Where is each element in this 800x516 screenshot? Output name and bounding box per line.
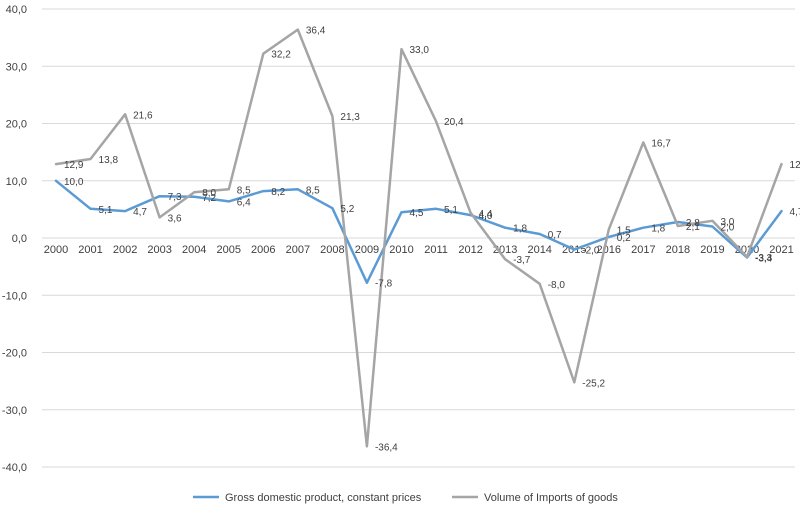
legend-label: Gross domestic product, constant prices xyxy=(225,492,422,504)
y-tick-label: 40,0 xyxy=(6,4,27,16)
x-tick-label: 2001 xyxy=(78,244,102,256)
data-label: 36,4 xyxy=(306,26,326,37)
data-label: 4,4 xyxy=(479,209,493,220)
data-label: 0,7 xyxy=(548,230,562,241)
data-label: 2,0 xyxy=(720,223,734,234)
y-tick-label: -30,0 xyxy=(2,405,27,417)
data-label: 5,2 xyxy=(340,204,354,215)
data-label: 7,2 xyxy=(202,193,216,204)
data-label: 8,5 xyxy=(237,185,251,196)
data-label: 5,1 xyxy=(444,205,458,216)
data-label: 5,1 xyxy=(99,205,113,216)
x-tick-label: 2018 xyxy=(666,244,690,256)
y-tick-label: 20,0 xyxy=(6,119,27,131)
data-label: 6,4 xyxy=(237,197,251,208)
data-label: 8,5 xyxy=(306,185,320,196)
x-tick-label: 2010 xyxy=(389,244,413,256)
data-label: 12,9 xyxy=(64,160,84,171)
data-label: 12,9 xyxy=(790,160,800,171)
series-line-gdp xyxy=(54,179,783,284)
data-label: 4,7 xyxy=(790,207,800,218)
y-tick-label: 0,0 xyxy=(12,233,27,245)
x-tick-label: 2008 xyxy=(320,244,344,256)
data-labels: 10,0 5,1 4,7 7,3 7,2 6,4 8,2 8,5 5,2 -7,8 4,5 5,1 4,… xyxy=(64,26,800,454)
data-label: 21,6 xyxy=(133,110,153,121)
series-line-imports xyxy=(54,28,783,448)
data-label: 4,0 xyxy=(479,211,493,222)
data-label: 2,8 xyxy=(686,218,700,229)
data-label: 8,2 xyxy=(271,187,285,198)
legend: Gross domestic product, constant prices V… xyxy=(193,492,618,504)
legend-label: Volume of Imports of goods xyxy=(484,492,618,504)
x-tick-label: 2012 xyxy=(458,244,482,256)
data-label: -3,4 xyxy=(755,253,773,264)
data-label: 33,0 xyxy=(410,45,430,56)
x-tick-label: 2019 xyxy=(700,244,724,256)
data-label: 3,0 xyxy=(720,217,734,228)
data-label: 10,0 xyxy=(64,177,84,188)
data-label: 4,7 xyxy=(133,207,147,218)
data-label: 13,8 xyxy=(99,155,119,166)
data-label: 21,3 xyxy=(340,112,360,123)
data-label: 8,0 xyxy=(202,188,216,199)
data-label: -3,7 xyxy=(513,255,531,266)
x-tick-label: 2000 xyxy=(44,244,68,256)
data-label: -8,0 xyxy=(548,280,566,291)
x-tick-label: 2003 xyxy=(147,244,171,256)
gridlines xyxy=(42,8,795,468)
y-tick-label: 30,0 xyxy=(6,61,27,73)
y-tick-label: -40,0 xyxy=(2,462,27,474)
y-tick-label: -10,0 xyxy=(2,290,27,302)
data-label: 4,5 xyxy=(410,208,424,219)
x-tick-label: 2016 xyxy=(597,244,621,256)
x-tick-label: 2021 xyxy=(769,244,793,256)
data-label: 1,8 xyxy=(513,224,527,235)
data-label: 20,4 xyxy=(444,117,464,128)
data-label: 16,7 xyxy=(651,138,671,149)
data-label: 0,2 xyxy=(617,233,631,244)
data-label: -7,8 xyxy=(375,279,393,290)
x-tick-label: 2014 xyxy=(527,244,551,256)
x-tick-label: 2009 xyxy=(355,244,379,256)
x-tick-label: 2004 xyxy=(182,244,206,256)
x-tick-label: 2002 xyxy=(113,244,137,256)
y-axis-ticks: 40,0 30,0 20,0 10,0 0,0 -10,0 -20,0 -30,0 -40,0 xyxy=(2,4,27,474)
x-tick-label: 2005 xyxy=(217,244,241,256)
data-label: 1,5 xyxy=(617,225,631,236)
x-tick-label: 2017 xyxy=(631,244,655,256)
data-label: 32,2 xyxy=(271,50,291,61)
data-label: 2,1 xyxy=(686,222,700,233)
data-label: -25,2 xyxy=(582,378,605,389)
x-tick-label: 2007 xyxy=(286,244,310,256)
data-label: 3,6 xyxy=(168,213,182,224)
x-tick-label: 2006 xyxy=(251,244,275,256)
data-label: -3,3 xyxy=(755,253,773,264)
series-lines xyxy=(54,28,783,448)
data-label: 7,3 xyxy=(168,192,182,203)
data-label: 1,8 xyxy=(651,224,665,235)
data-label: -36,4 xyxy=(375,442,398,453)
x-tick-label: 2011 xyxy=(424,244,448,256)
y-tick-label: -20,0 xyxy=(2,348,27,360)
x-axis-ticks: 2000 2001 2002 2003 2004 2005 2006 2007 2008 2009… xyxy=(44,244,794,256)
y-tick-label: 10,0 xyxy=(6,176,27,188)
data-label: -2,0 xyxy=(582,245,600,256)
